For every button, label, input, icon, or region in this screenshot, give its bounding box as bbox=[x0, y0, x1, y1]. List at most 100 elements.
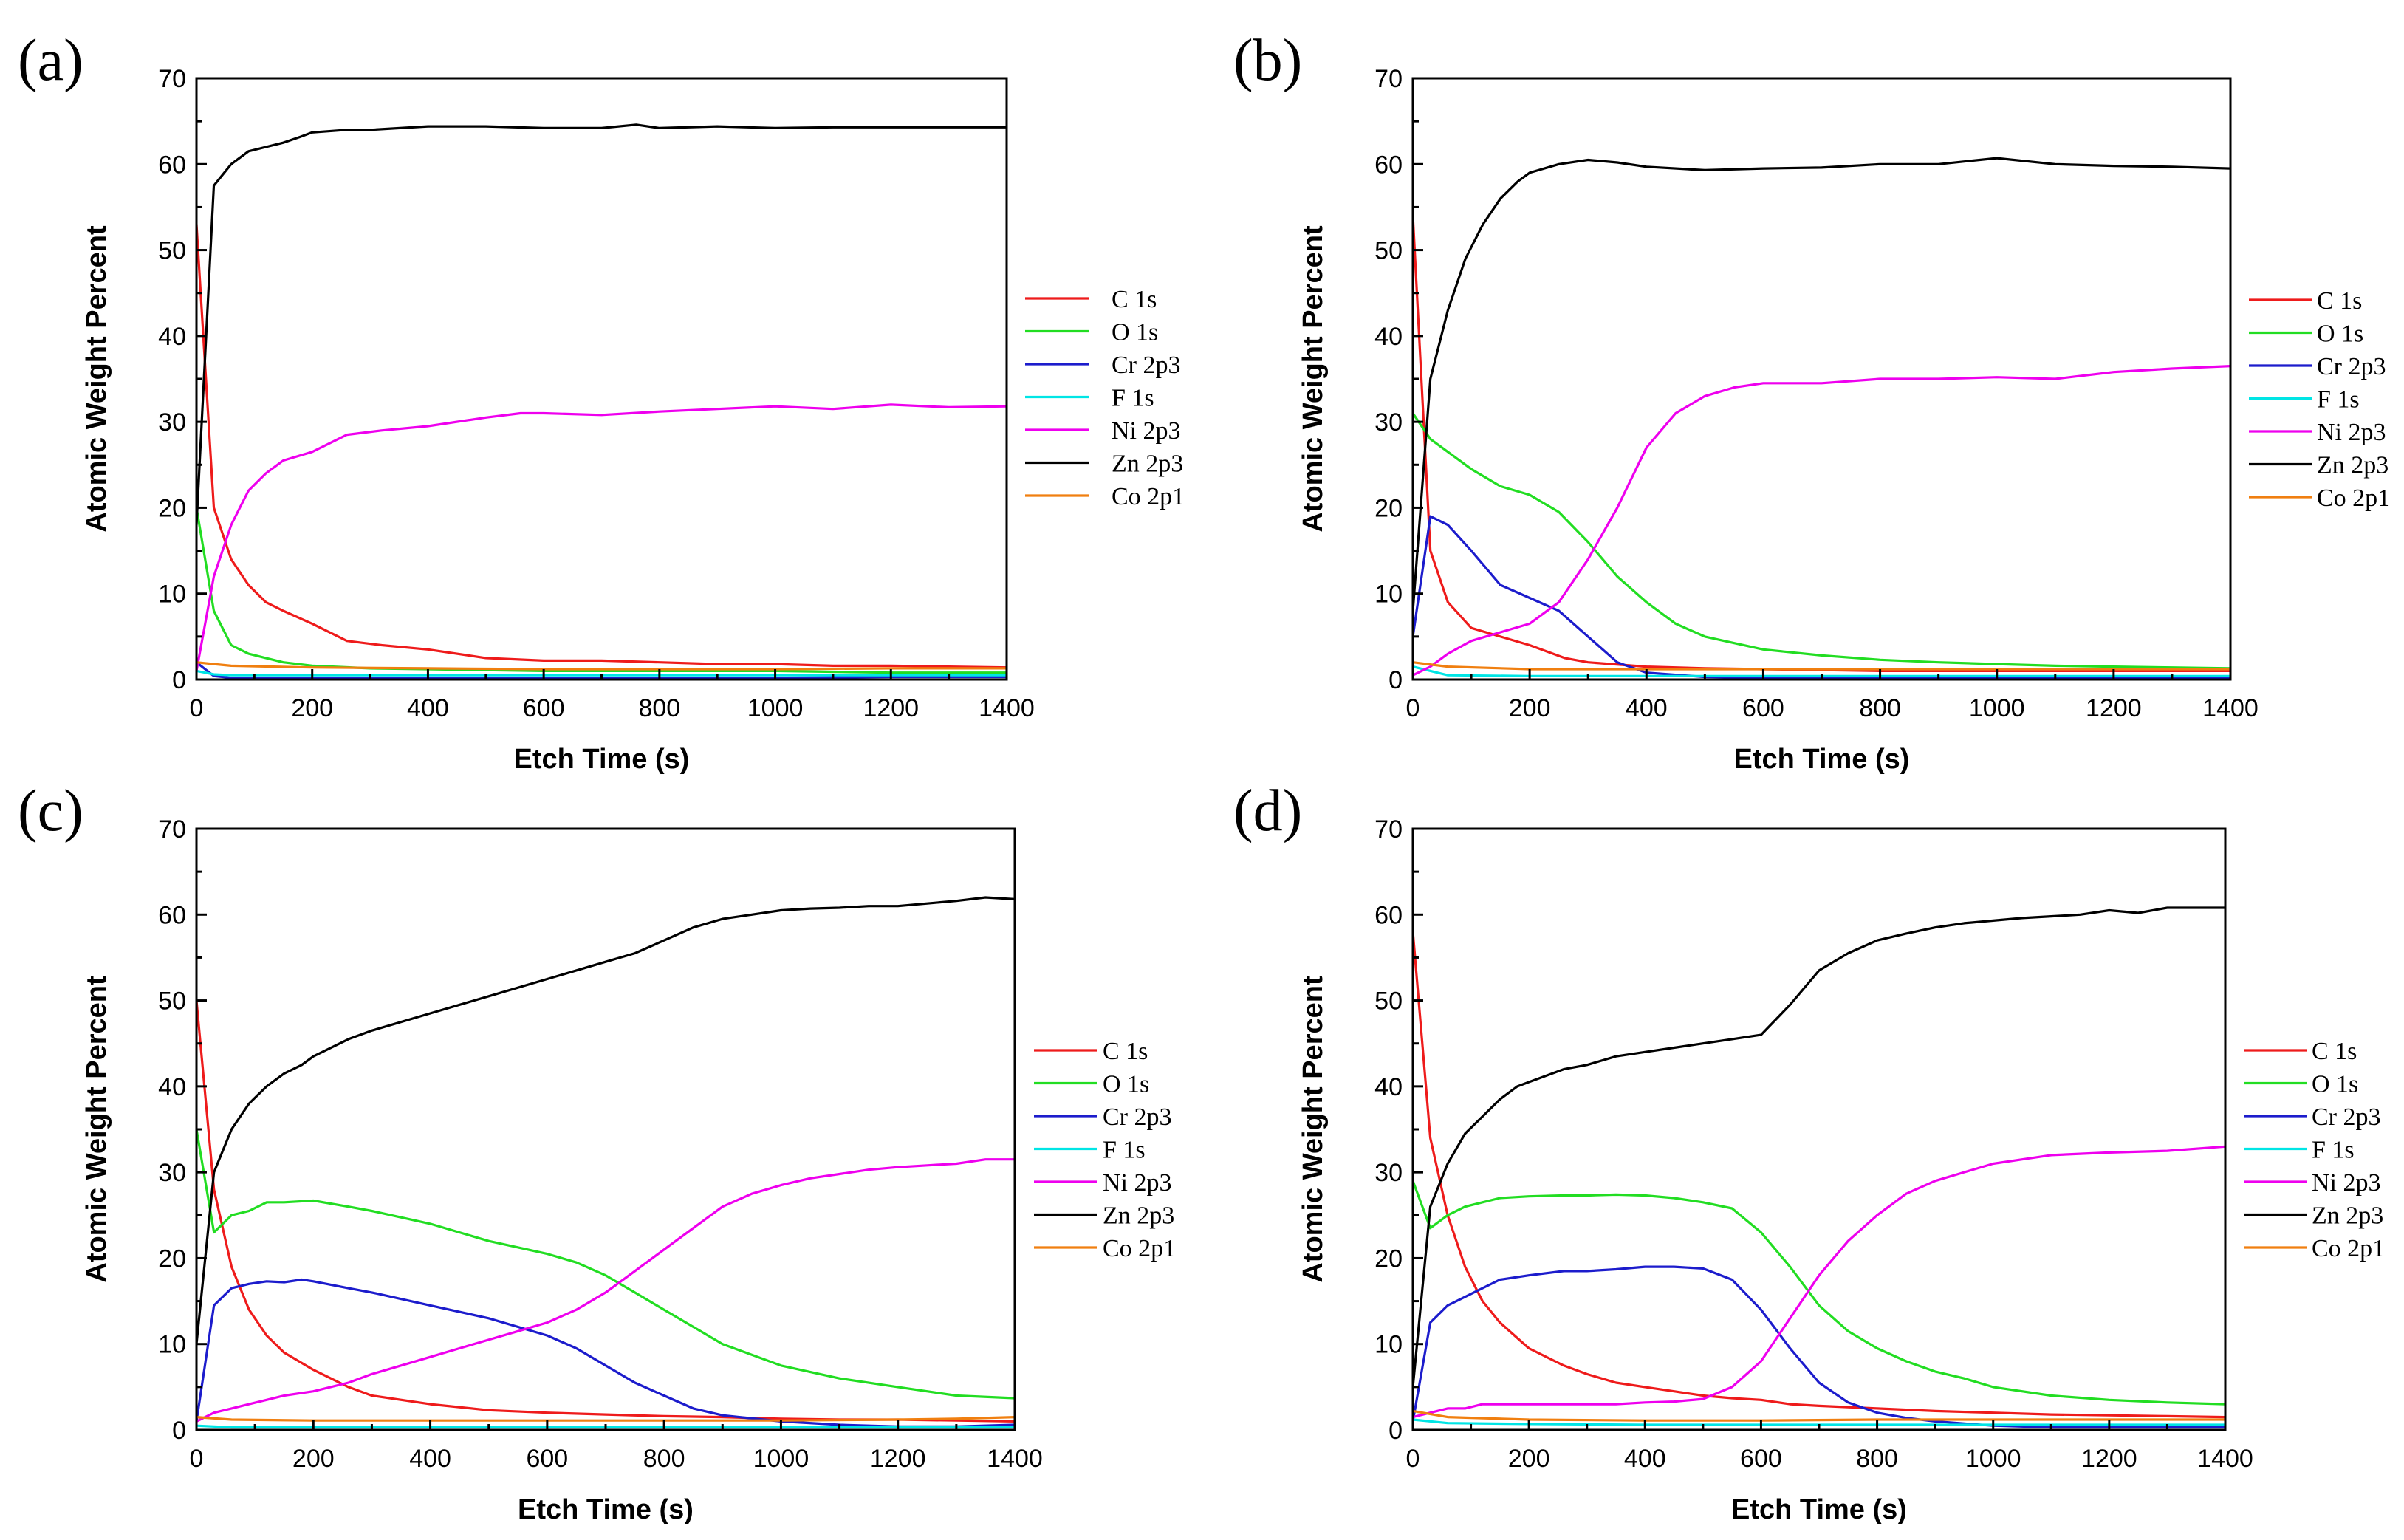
panel-letter: (b) bbox=[1233, 28, 1302, 93]
y-tick-label: 70 bbox=[158, 65, 186, 93]
x-tick-label: 600 bbox=[1740, 1445, 1782, 1473]
y-tick-label: 50 bbox=[158, 988, 186, 1016]
x-axis-title: Etch Time (s) bbox=[514, 744, 690, 775]
series-lines bbox=[1413, 157, 2230, 680]
legend-label-cr-2p3: Cr 2p3 bbox=[2317, 353, 2386, 380]
x-tick-label: 800 bbox=[643, 1445, 685, 1473]
x-tick-label: 800 bbox=[1856, 1445, 1898, 1473]
x-tick-label: 1400 bbox=[979, 694, 1035, 722]
x-tick-label: 200 bbox=[292, 1445, 335, 1473]
legend: C 1s O 1s Cr 2p3 F 1s Ni 2p3 Zn 2p3 Co 2p1 bbox=[2244, 1038, 2385, 1262]
x-tick-label: 1200 bbox=[2081, 1445, 2137, 1473]
series-line-o-1s bbox=[196, 1128, 1015, 1400]
x-tick-label: 1000 bbox=[1965, 1445, 2021, 1473]
y-tick-label: 40 bbox=[158, 1073, 186, 1101]
y-tick-label: 20 bbox=[1374, 1245, 1403, 1273]
y-axis-title: Atomic Weight Percent bbox=[1298, 225, 1329, 533]
series-line-ni-2p3 bbox=[1413, 1145, 2225, 1419]
y-tick-label: 60 bbox=[1374, 151, 1403, 179]
legend-label-co-2p1: Co 2p1 bbox=[2312, 1235, 2385, 1262]
y-tick-label: 0 bbox=[1388, 666, 1403, 694]
series-line-c-1s bbox=[1413, 930, 2225, 1419]
x-tick-label: 1000 bbox=[753, 1445, 809, 1473]
series-line-c-1s bbox=[196, 999, 1015, 1423]
legend-label-f-1s: F 1s bbox=[2312, 1137, 2355, 1164]
x-axis-title: Etch Time (s) bbox=[1731, 1494, 1907, 1525]
series-line-ni-2p3 bbox=[1413, 365, 2230, 677]
panel-b: (b) 0 200 400 600 800 1000 1200 1400 0 10 20 30 40 50 6… bbox=[1233, 28, 2390, 775]
x-tick-label: 1200 bbox=[2086, 694, 2142, 722]
y-tick-label: 50 bbox=[158, 237, 186, 265]
x-tick-label: 400 bbox=[407, 694, 449, 722]
y-tick-label: 40 bbox=[1374, 323, 1403, 351]
series-line-ni-2p3 bbox=[196, 403, 1007, 673]
legend-label-o-1s: O 1s bbox=[2312, 1071, 2358, 1098]
series-line-co-2p1 bbox=[196, 661, 1007, 671]
legend-label-o-1s: O 1s bbox=[1112, 319, 1158, 346]
x-tick-label: 1400 bbox=[2202, 694, 2259, 722]
legend-label-cr-2p3: Cr 2p3 bbox=[2312, 1103, 2381, 1131]
x-axis-title: Etch Time (s) bbox=[518, 1494, 694, 1525]
legend-label-ni-2p3: Ni 2p3 bbox=[1103, 1169, 1172, 1197]
legend-label-zn-2p3: Zn 2p3 bbox=[2312, 1202, 2383, 1230]
y-tick-label: 70 bbox=[1374, 815, 1403, 843]
x-tick-label: 400 bbox=[1624, 1445, 1666, 1473]
x-tick-label: 1200 bbox=[870, 1445, 926, 1473]
panel-d: (d) 0 200 400 600 800 1000 1200 1400 0 10 20 30 40 50 6… bbox=[1233, 778, 2385, 1525]
panel-c: (c) 0 200 400 600 800 1000 1200 1400 0 10 20 30 40 50 6… bbox=[18, 778, 1176, 1525]
series-line-o-1s bbox=[1413, 411, 2230, 670]
panel-letter: (c) bbox=[18, 778, 83, 843]
series-line-co-2p1 bbox=[196, 1415, 1015, 1422]
y-tick-label: 40 bbox=[158, 323, 186, 351]
y-tick-label: 20 bbox=[158, 1245, 186, 1273]
legend-label-cr-2p3: Cr 2p3 bbox=[1112, 352, 1181, 379]
y-tick-label: 50 bbox=[1374, 237, 1403, 265]
legend-label-c-1s: C 1s bbox=[2317, 287, 2362, 315]
panel-letter: (d) bbox=[1233, 778, 1302, 843]
plot-frame bbox=[1411, 827, 2227, 1431]
x-tick-label: 400 bbox=[1626, 694, 1668, 722]
legend-label-c-1s: C 1s bbox=[1103, 1038, 1148, 1065]
series-line-c-1s bbox=[196, 223, 1007, 669]
y-tick-label: 30 bbox=[1374, 1159, 1403, 1187]
plot-frame bbox=[195, 827, 1016, 1431]
x-tick-label: 600 bbox=[523, 694, 565, 722]
y-tick-label: 60 bbox=[158, 901, 186, 929]
series-line-o-1s bbox=[196, 506, 1007, 674]
x-tick-label: 200 bbox=[291, 694, 333, 722]
series-line-cr-2p3 bbox=[196, 1278, 1015, 1428]
y-tick-label: 60 bbox=[158, 151, 186, 179]
plot-frame bbox=[195, 77, 1008, 681]
y-tick-label: 60 bbox=[1374, 901, 1403, 929]
series-line-cr-2p3 bbox=[1413, 515, 2230, 680]
legend-label-cr-2p3: Cr 2p3 bbox=[1103, 1103, 1172, 1131]
x-tick-label: 1000 bbox=[1969, 694, 2025, 722]
legend-label-o-1s: O 1s bbox=[1103, 1071, 1149, 1098]
series-line-zn-2p3 bbox=[196, 123, 1007, 527]
series-line-ni-2p3 bbox=[196, 1158, 1015, 1423]
y-tick-label: 30 bbox=[158, 1159, 186, 1187]
y-tick-label: 10 bbox=[1374, 1331, 1403, 1359]
x-tick-label: 1400 bbox=[987, 1445, 1043, 1473]
legend-label-co-2p1: Co 2p1 bbox=[2317, 485, 2390, 512]
series-lines bbox=[1413, 906, 2225, 1429]
series-line-c-1s bbox=[1413, 214, 2230, 673]
x-tick-label: 200 bbox=[1509, 694, 1551, 722]
series-lines bbox=[196, 123, 1007, 680]
x-tick-label: 600 bbox=[526, 1445, 568, 1473]
legend: C 1s O 1s Cr 2p3 F 1s Ni 2p3 Zn 2p3 Co 2p1 bbox=[2249, 287, 2390, 512]
legend-label-ni-2p3: Ni 2p3 bbox=[1112, 417, 1181, 445]
y-tick-label: 70 bbox=[158, 815, 186, 843]
panel-letter: (a) bbox=[18, 28, 83, 93]
series-lines bbox=[196, 896, 1015, 1429]
legend-label-co-2p1: Co 2p1 bbox=[1112, 483, 1185, 510]
y-tick-label: 0 bbox=[172, 1417, 186, 1445]
x-tick-label: 400 bbox=[409, 1445, 451, 1473]
legend-label-zn-2p3: Zn 2p3 bbox=[2317, 452, 2388, 479]
series-line-o-1s bbox=[1413, 1180, 2225, 1406]
x-tick-label: 1000 bbox=[747, 694, 804, 722]
legend-label-co-2p1: Co 2p1 bbox=[1103, 1235, 1176, 1262]
x-tick-label: 600 bbox=[1742, 694, 1784, 722]
y-tick-label: 20 bbox=[158, 494, 186, 522]
y-tick-label: 10 bbox=[158, 581, 186, 609]
